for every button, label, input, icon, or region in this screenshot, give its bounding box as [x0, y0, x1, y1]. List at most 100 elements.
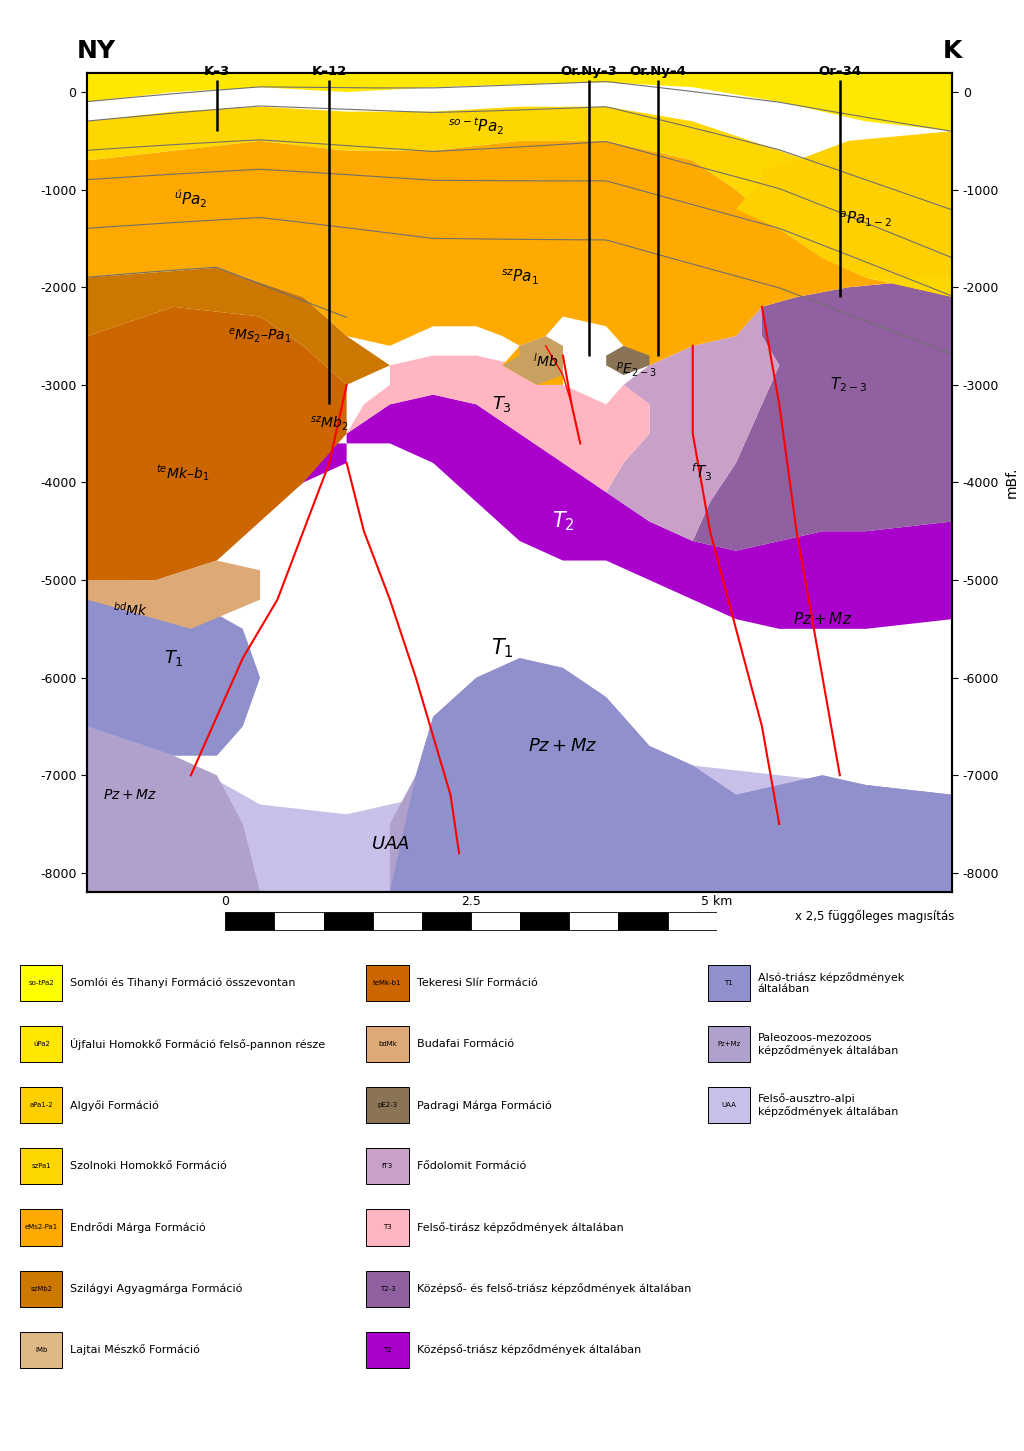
Text: Budafai Formáció: Budafai Formáció — [417, 1039, 514, 1049]
Bar — [225, 913, 274, 930]
Polygon shape — [87, 268, 390, 385]
Y-axis label: mBf.: mBf. — [1005, 467, 1019, 498]
Bar — [618, 913, 668, 930]
Text: $^{l}Mb$: $^{l}Mb$ — [532, 351, 558, 370]
Text: so-tPa2: so-tPa2 — [29, 981, 54, 987]
Text: Algyői Formáció: Algyői Formáció — [71, 1100, 159, 1111]
Text: $Pz+Mz$: $Pz+Mz$ — [103, 788, 158, 802]
Text: 0: 0 — [221, 895, 229, 908]
FancyBboxPatch shape — [20, 965, 62, 1001]
Text: $T_2$: $T_2$ — [552, 509, 574, 534]
Text: fT3: fT3 — [382, 1164, 393, 1170]
Text: $UAA$: $UAA$ — [371, 834, 410, 853]
Text: $Pz+Mz$: $Pz+Mz$ — [528, 737, 598, 755]
Polygon shape — [87, 73, 952, 131]
Polygon shape — [606, 345, 649, 376]
Polygon shape — [87, 141, 952, 385]
Polygon shape — [260, 395, 952, 628]
FancyBboxPatch shape — [367, 1332, 409, 1368]
Text: Or.Ny–3: Or.Ny–3 — [560, 65, 617, 78]
FancyBboxPatch shape — [708, 965, 750, 1001]
Text: K–3: K–3 — [204, 65, 230, 78]
Text: bdMk: bdMk — [378, 1042, 397, 1048]
Text: Alsó-triász képződmények
általában: Alsó-triász képződmények általában — [758, 972, 904, 994]
Bar — [274, 913, 324, 930]
Text: Szolnoki Homokkő Formáció: Szolnoki Homokkő Formáció — [71, 1161, 227, 1171]
Text: Középső- és felső-triász képződmények általában: Középső- és felső-triász képződmények ál… — [417, 1283, 691, 1294]
FancyBboxPatch shape — [20, 1087, 62, 1123]
FancyBboxPatch shape — [367, 1087, 409, 1123]
Text: Fődolomit Formáció: Fődolomit Formáció — [417, 1161, 526, 1171]
Polygon shape — [260, 434, 952, 892]
Text: $^{f}T_3$: $^{f}T_3$ — [690, 461, 712, 483]
Text: K: K — [943, 39, 963, 62]
Text: Paleozoos-mezozoos
képződmények általában: Paleozoos-mezozoos képződmények általába… — [758, 1033, 898, 1056]
Text: úPa2: úPa2 — [33, 1042, 50, 1048]
Text: $^{ú}Pa_2$: $^{ú}Pa_2$ — [174, 189, 208, 210]
Text: Tekeresi Slír Formáció: Tekeresi Slír Formáció — [417, 978, 538, 988]
Text: $^{te}Mk–b_1$: $^{te}Mk–b_1$ — [156, 463, 209, 483]
Bar — [668, 913, 717, 930]
Polygon shape — [87, 580, 260, 756]
Polygon shape — [87, 727, 260, 892]
Text: pE2-3: pE2-3 — [378, 1103, 397, 1109]
Text: $T_1$: $T_1$ — [492, 637, 514, 660]
Bar — [520, 913, 569, 930]
Text: $T_3$: $T_3$ — [493, 395, 512, 415]
Text: Or.Ny–4: Or.Ny–4 — [630, 65, 686, 78]
Bar — [324, 913, 373, 930]
Text: aPa1-2: aPa1-2 — [30, 1103, 53, 1109]
Text: Padragi Márga Formáció: Padragi Márga Formáció — [417, 1100, 551, 1110]
Text: Pz+Mz: Pz+Mz — [717, 1042, 740, 1048]
Text: Szilágyi Agyagmárga Formáció: Szilágyi Agyagmárga Formáció — [71, 1283, 243, 1294]
Text: Somlói és Tihanyi Formáció összevontan: Somlói és Tihanyi Formáció összevontan — [71, 978, 296, 988]
Text: $Pz+Mz$: $Pz+Mz$ — [793, 611, 852, 627]
Text: T2: T2 — [383, 1347, 392, 1352]
FancyBboxPatch shape — [708, 1087, 750, 1123]
Text: K–12: K–12 — [311, 65, 347, 78]
Polygon shape — [692, 122, 952, 209]
FancyBboxPatch shape — [367, 1210, 409, 1245]
FancyBboxPatch shape — [708, 1026, 750, 1062]
Bar — [373, 913, 422, 930]
Text: $^{p}E_{2-3}$: $^{p}E_{2-3}$ — [616, 361, 657, 379]
Polygon shape — [692, 277, 952, 551]
Text: $^{e}Ms_2–Pa_1$: $^{e}Ms_2–Pa_1$ — [228, 326, 292, 345]
Polygon shape — [346, 355, 649, 492]
Polygon shape — [390, 659, 952, 892]
Text: szMb2: szMb2 — [31, 1286, 52, 1291]
Text: $^{sz}Mb_2$: $^{sz}Mb_2$ — [310, 415, 348, 432]
FancyBboxPatch shape — [20, 1332, 62, 1368]
Text: x 2,5 függőleges magısítás: x 2,5 függőleges magısítás — [795, 910, 954, 923]
Text: $T_{2-3}$: $T_{2-3}$ — [829, 376, 867, 395]
Text: Középső-triász képződmények általában: Középső-triász képződmények általában — [417, 1344, 641, 1355]
Text: $^{so-t}Pa_2$: $^{so-t}Pa_2$ — [449, 116, 505, 136]
Polygon shape — [503, 337, 563, 385]
FancyBboxPatch shape — [20, 1026, 62, 1062]
Text: $^{bd}Mk$: $^{bd}Mk$ — [113, 601, 147, 618]
Text: T1: T1 — [724, 981, 733, 987]
Polygon shape — [87, 560, 260, 628]
Polygon shape — [87, 107, 952, 297]
Text: Lajtai Mészkő Formáció: Lajtai Mészkő Formáció — [71, 1344, 201, 1355]
FancyBboxPatch shape — [20, 1271, 62, 1306]
FancyBboxPatch shape — [20, 1210, 62, 1245]
Text: szPa1: szPa1 — [32, 1164, 51, 1170]
Text: 2.5: 2.5 — [461, 895, 481, 908]
Bar — [471, 913, 520, 930]
Text: Endrődi Márga Formáció: Endrődi Márga Formáció — [71, 1222, 206, 1233]
FancyBboxPatch shape — [367, 1148, 409, 1184]
FancyBboxPatch shape — [367, 1271, 409, 1306]
Text: lMb: lMb — [35, 1347, 47, 1352]
Text: NY: NY — [77, 39, 116, 62]
Bar — [422, 913, 471, 930]
Text: $^{a}Pa_{1-2}$: $^{a}Pa_{1-2}$ — [839, 209, 893, 229]
Polygon shape — [606, 306, 779, 541]
Text: Újfalui Homokkő Formáció felső-pannon része: Újfalui Homokkő Formáció felső-pannon ré… — [71, 1039, 326, 1051]
Text: eMs2-Pa1: eMs2-Pa1 — [25, 1225, 58, 1230]
Polygon shape — [736, 131, 952, 277]
Polygon shape — [87, 306, 346, 580]
Text: Felső-ausztro-alpi
képződmények általában: Felső-ausztro-alpi képződmények általába… — [758, 1094, 898, 1117]
Text: UAA: UAA — [721, 1103, 736, 1109]
FancyBboxPatch shape — [367, 1026, 409, 1062]
